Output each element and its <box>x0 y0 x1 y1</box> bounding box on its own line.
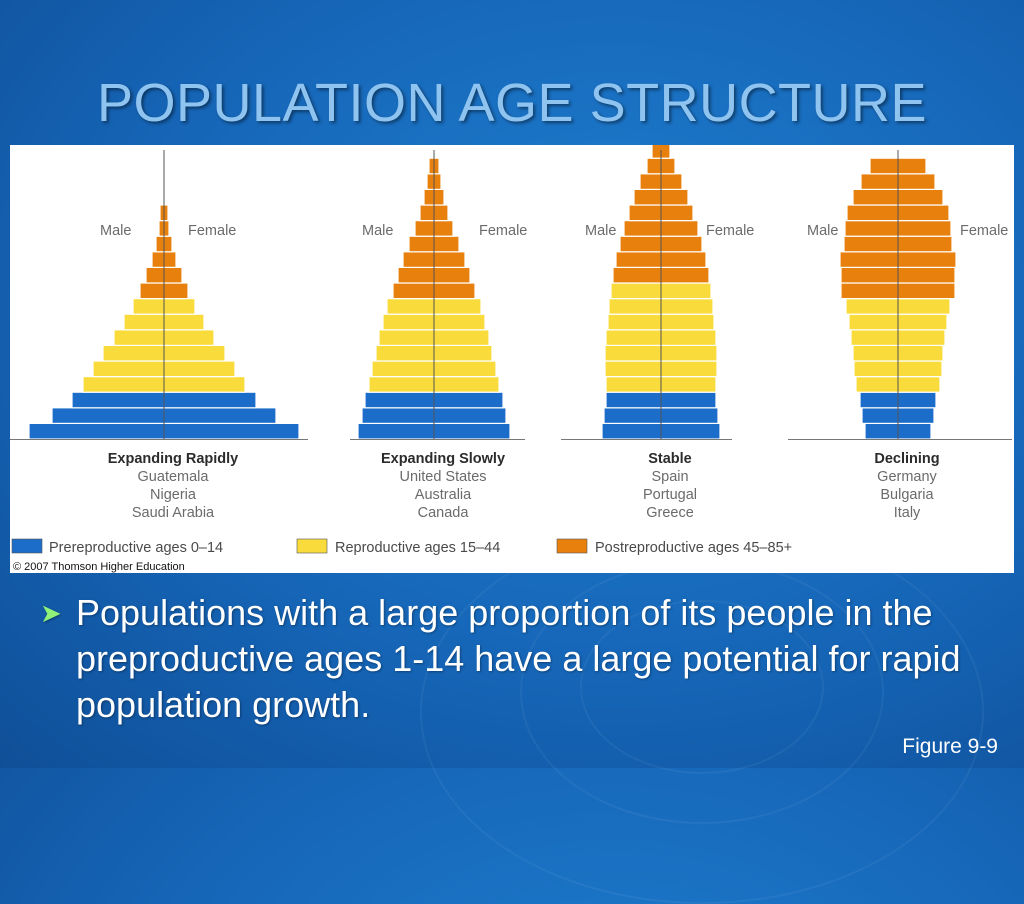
pyramid-country: Germany <box>877 469 937 485</box>
pyramid-country: Portugal <box>643 487 697 503</box>
pyramid-country: Saudi Arabia <box>132 505 215 521</box>
bullet-text: Populations with a large proportion of i… <box>76 592 961 725</box>
female-label: Female <box>188 223 236 239</box>
pyramid-country: Canada <box>418 505 470 521</box>
male-label: Male <box>585 223 616 239</box>
male-label: Male <box>100 223 131 239</box>
pyramid-title: Stable <box>648 451 692 467</box>
figure-panel: Male Female Male Female Male Female Male Female… <box>10 145 1014 573</box>
pyramid-title: Declining <box>874 451 939 467</box>
pyramid-title: Expanding Rapidly <box>108 451 239 467</box>
legend-swatch-postreproductive <box>556 538 588 554</box>
legend-label-prereproductive: Prereproductive ages 0–14 <box>49 540 223 556</box>
male-label: Male <box>807 223 838 239</box>
arrow-bullet-icon: ➤ <box>40 598 62 628</box>
copyright-notice: © 2007 Thomson Higher Education <box>13 561 185 573</box>
pyramid-country: Nigeria <box>150 487 197 503</box>
pyramid-country: United States <box>399 469 486 485</box>
pyramid-title: Expanding Slowly <box>381 451 505 467</box>
female-label: Female <box>960 223 1008 239</box>
legend-swatch-reproductive <box>296 538 328 554</box>
slide-title: POPULATION AGE STRUCTURE <box>96 73 928 133</box>
male-label: Male <box>362 223 393 239</box>
pyramid-country: Australia <box>415 487 472 503</box>
pyramid-country: Italy <box>894 505 921 521</box>
age-structure-diagram: Male Female Male Female Male Female Male Female… <box>10 145 1012 573</box>
figure-reference: Figure 9-9 <box>902 735 998 758</box>
pyramid-country: Guatemala <box>138 469 210 485</box>
female-label: Female <box>706 223 754 239</box>
pyramid-country: Bulgaria <box>880 487 934 503</box>
bullet-point: ➤ Populations with a large proportion of… <box>40 590 1010 728</box>
legend-swatch-prereproductive <box>11 538 43 554</box>
legend-label-postreproductive: Postreproductive ages 45–85+ <box>595 540 792 556</box>
pyramid-country: Greece <box>646 505 694 521</box>
legend-label-reproductive: Reproductive ages 15–44 <box>335 540 500 556</box>
pyramid-country: Spain <box>651 469 688 485</box>
female-label: Female <box>479 223 527 239</box>
